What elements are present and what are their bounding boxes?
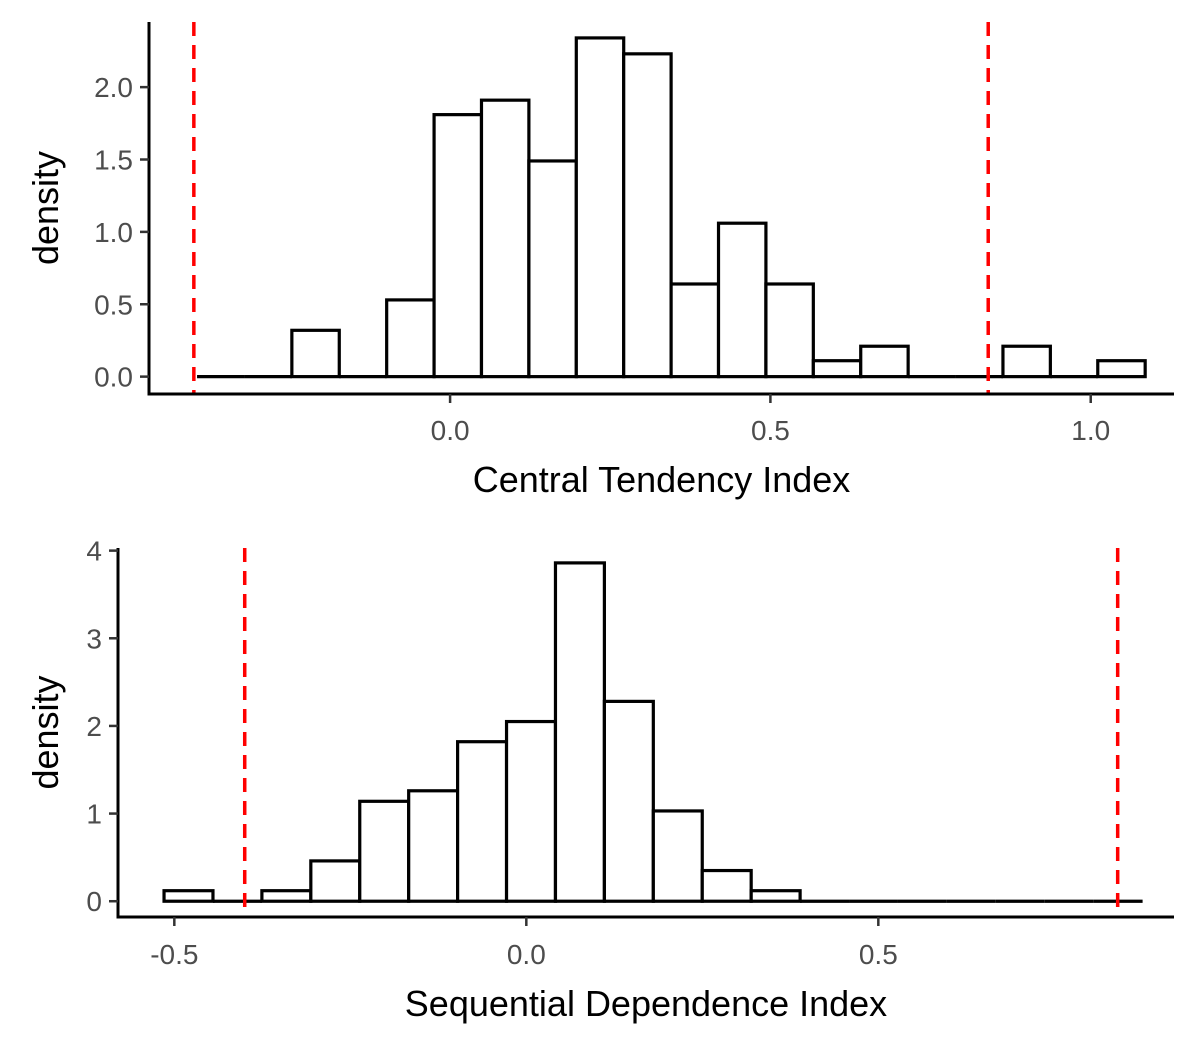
y-tick-label: 1	[86, 799, 102, 830]
x-axis-title: Sequential Dependence Index	[405, 983, 887, 1024]
x-tick-label: 0.0	[431, 415, 470, 446]
histogram-bar	[290, 328, 341, 379]
histogram-bar	[622, 52, 673, 379]
histogram-bar	[651, 809, 704, 903]
histogram-bar	[669, 282, 721, 379]
histogram-bar	[456, 740, 509, 903]
y-tick-label: 0.0	[94, 362, 133, 393]
histogram-bar	[811, 359, 863, 379]
y-tick-label: 1.5	[94, 145, 133, 176]
histogram-bar	[527, 159, 578, 379]
histogram-bar	[764, 282, 815, 379]
x-tick-label: 1.0	[1071, 415, 1110, 446]
y-tick-label: 2	[86, 711, 102, 742]
x-tick-label: 0.0	[507, 939, 546, 970]
histogram-bar	[162, 889, 215, 903]
histogram-bar	[407, 789, 460, 903]
y-tick-label: 1.0	[94, 217, 133, 248]
histogram-bar	[574, 36, 626, 379]
histogram-bar	[358, 799, 411, 903]
x-tick-label: 0.5	[859, 939, 898, 970]
histogram-bar	[479, 98, 531, 379]
histogram-bar	[749, 889, 802, 903]
y-tick-label: 2.0	[94, 72, 133, 103]
x-axis-title: Central Tendency Index	[473, 459, 851, 500]
y-tick-label: 0.5	[94, 289, 133, 320]
y-axis-title: density	[25, 151, 66, 265]
histogram-bar	[602, 699, 655, 903]
histogram-bar	[504, 719, 558, 903]
y-tick-label: 3	[86, 623, 102, 654]
y-tick-label: 4	[86, 536, 102, 567]
x-tick-label: 0.5	[751, 415, 790, 446]
panel-central-tendency: 0.0 0.5 1.0 0.0 0.5 1.0 1.5 2.0 Central Tendency…	[25, 22, 1174, 500]
histogram-bar	[553, 561, 606, 903]
histogram-bar	[1001, 344, 1052, 379]
y-tick-label: 0	[86, 886, 102, 917]
histogram-bar	[700, 868, 753, 903]
panel-sequential-dependence: -0.5 0.0 0.5 0 1 2 3 4 Sequential Dependence Ind…	[25, 536, 1174, 1024]
histogram-bar	[385, 298, 436, 379]
histogram-bar	[716, 221, 768, 379]
x-tick-label: -0.5	[150, 939, 198, 970]
histogram-bar	[1096, 359, 1147, 379]
histogram-bar	[432, 113, 484, 379]
y-axis-title: density	[25, 675, 66, 789]
histogram-bar	[309, 859, 362, 903]
histogram-bar	[859, 344, 910, 379]
histogram-bar	[260, 889, 313, 903]
